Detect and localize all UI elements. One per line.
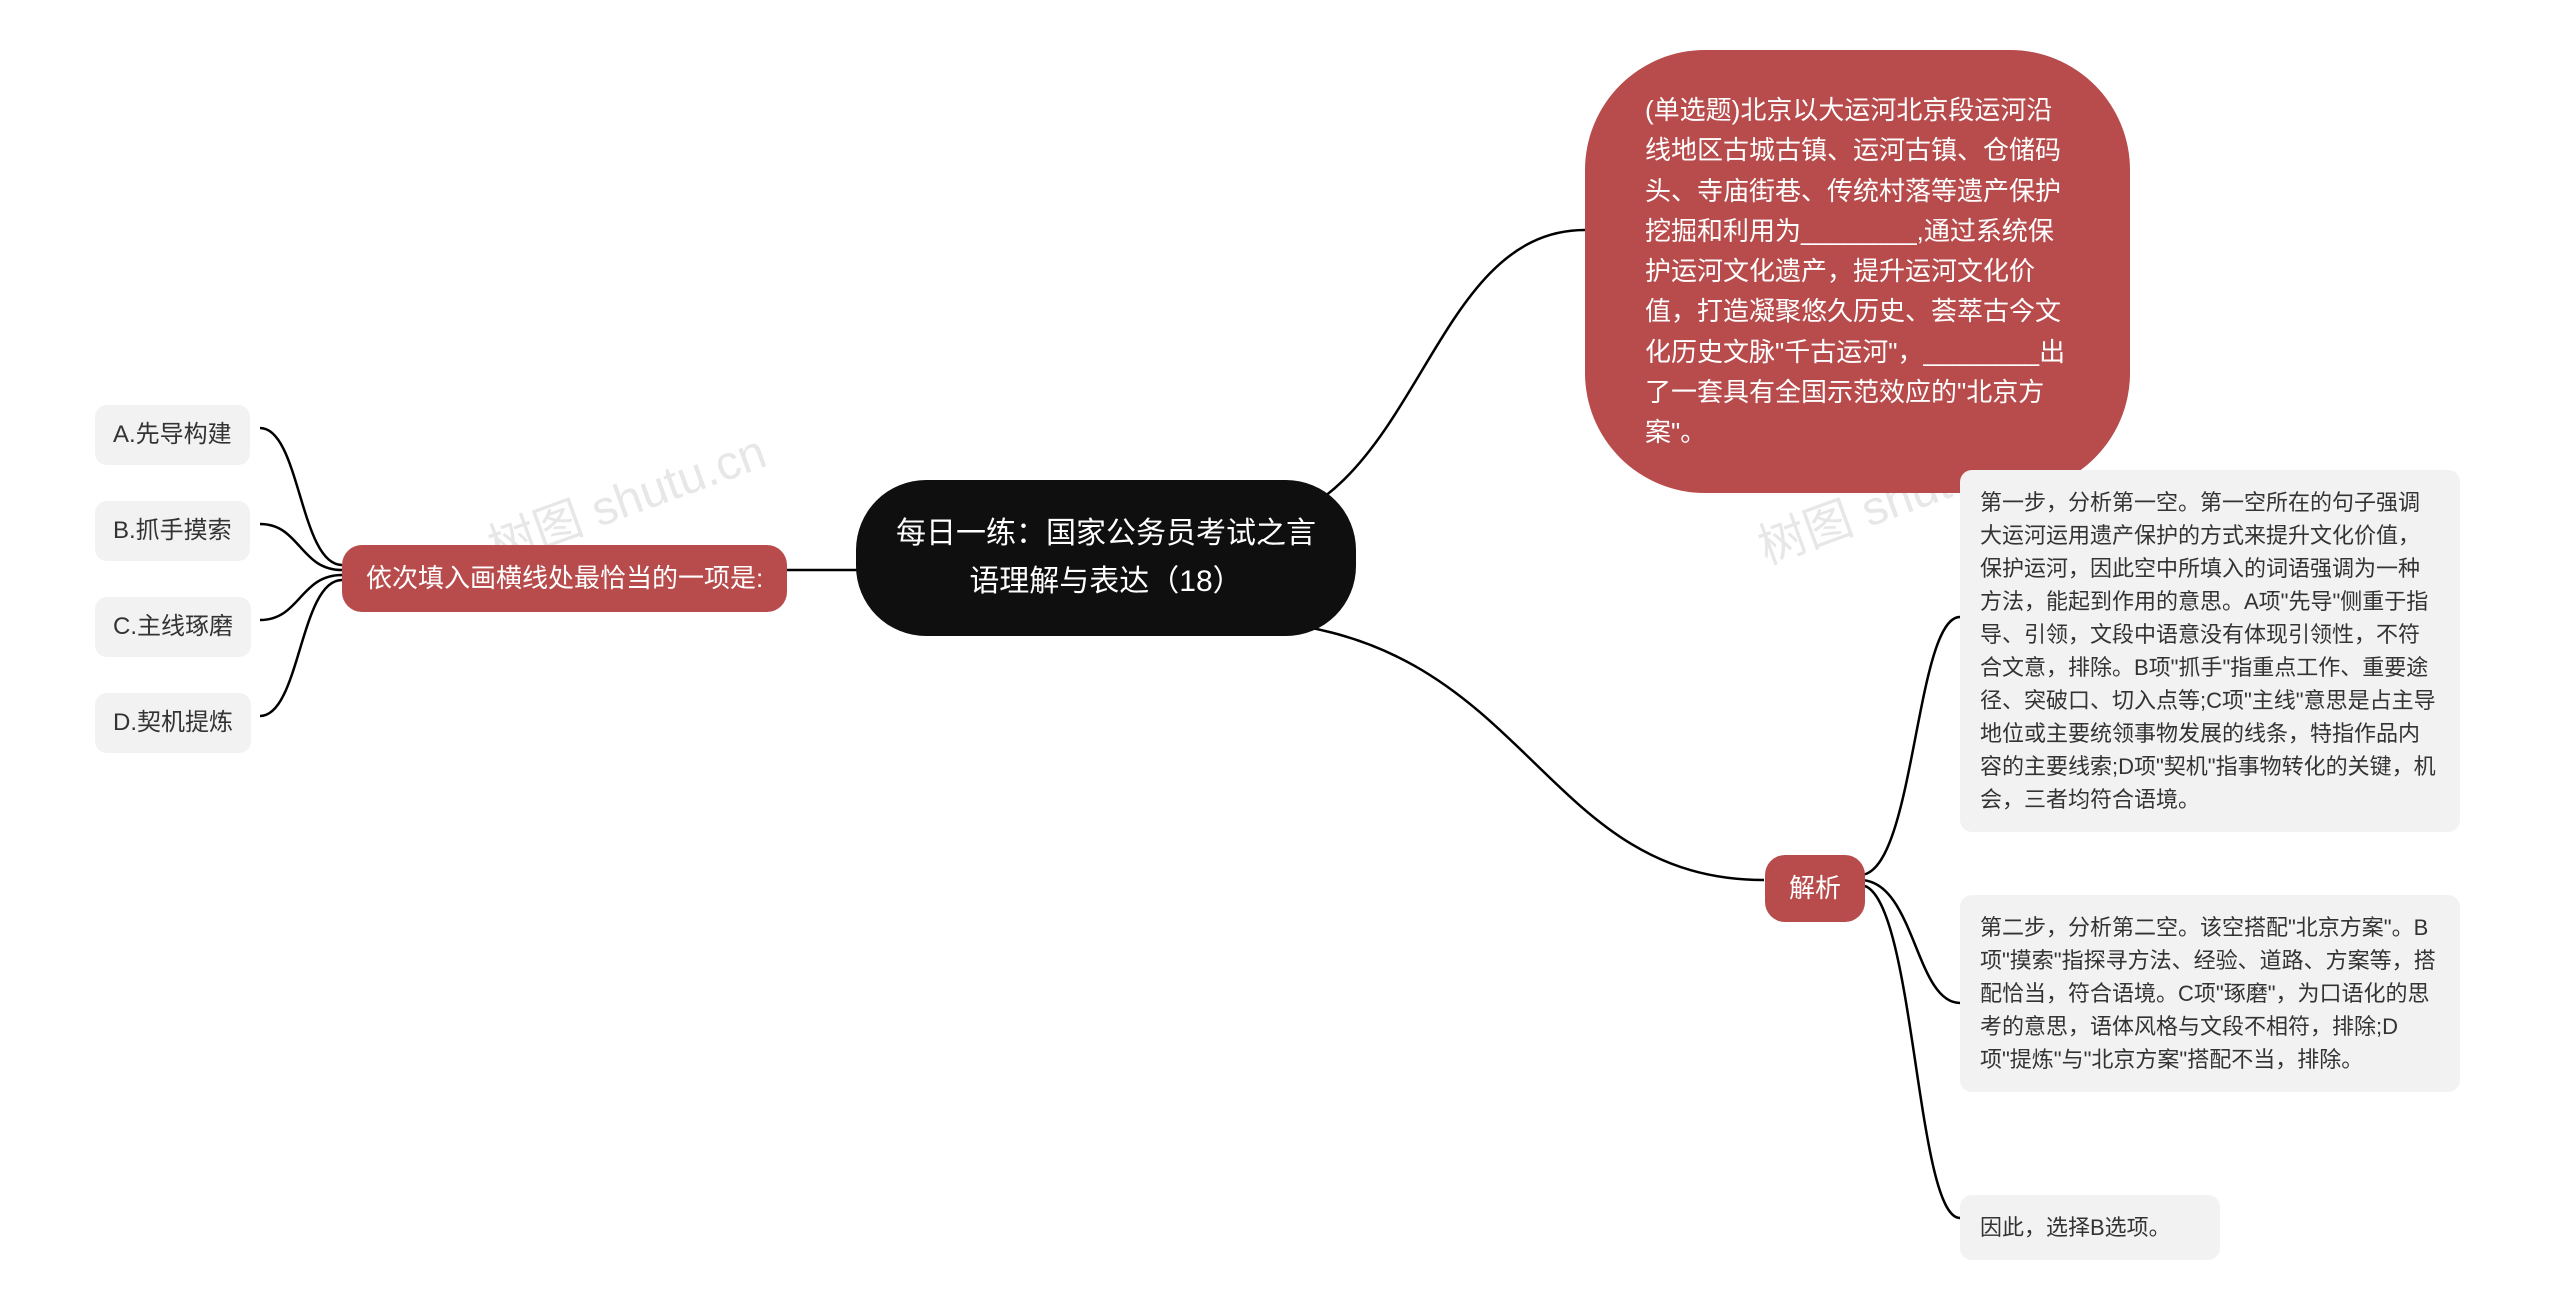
option-b-text: B.抓手摸索	[113, 517, 232, 544]
option-c-text: C.主线琢磨	[113, 613, 233, 640]
option-c: C.主线琢磨	[95, 597, 251, 657]
question-text: (单选题)北京以大运河北京段运河沿线地区古城古镇、运河古镇、仓储码头、寺庙街巷、…	[1645, 95, 2065, 447]
option-d: D.契机提炼	[95, 693, 251, 753]
option-a: A.先导构建	[95, 405, 250, 465]
options-prompt-text: 依次填入画横线处最恰当的一项是:	[366, 563, 763, 593]
analysis-p1-text: 第一步，分析第一空。第一空所在的句子强调大运河运用遗产保护的方式来提升文化价值，…	[1980, 490, 2436, 812]
options-prompt: 依次填入画横线处最恰当的一项是:	[342, 545, 787, 612]
question-node: (单选题)北京以大运河北京段运河沿线地区古城古镇、运河古镇、仓储码头、寺庙街巷、…	[1585, 50, 2130, 493]
analysis-p1: 第一步，分析第一空。第一空所在的句子强调大运河运用遗产保护的方式来提升文化价值，…	[1960, 470, 2460, 832]
analysis-label-text: 解析	[1789, 873, 1841, 903]
analysis-p3-text: 因此，选择B选项。	[1980, 1215, 2171, 1240]
option-b: B.抓手摸索	[95, 501, 250, 561]
analysis-label: 解析	[1765, 855, 1865, 922]
analysis-p2: 第二步，分析第二空。该空搭配"北京方案"。B项"摸索"指探寻方法、经验、道路、方…	[1960, 895, 2460, 1092]
center-title: 每日一练：国家公务员考试之言语理解与表达（18）	[896, 517, 1316, 598]
center-node: 每日一练：国家公务员考试之言语理解与表达（18）	[856, 480, 1356, 636]
analysis-p3: 因此，选择B选项。	[1960, 1195, 2220, 1260]
option-a-text: A.先导构建	[113, 421, 232, 448]
analysis-p2-text: 第二步，分析第二空。该空搭配"北京方案"。B项"摸索"指探寻方法、经验、道路、方…	[1980, 915, 2436, 1072]
option-d-text: D.契机提炼	[113, 709, 233, 736]
